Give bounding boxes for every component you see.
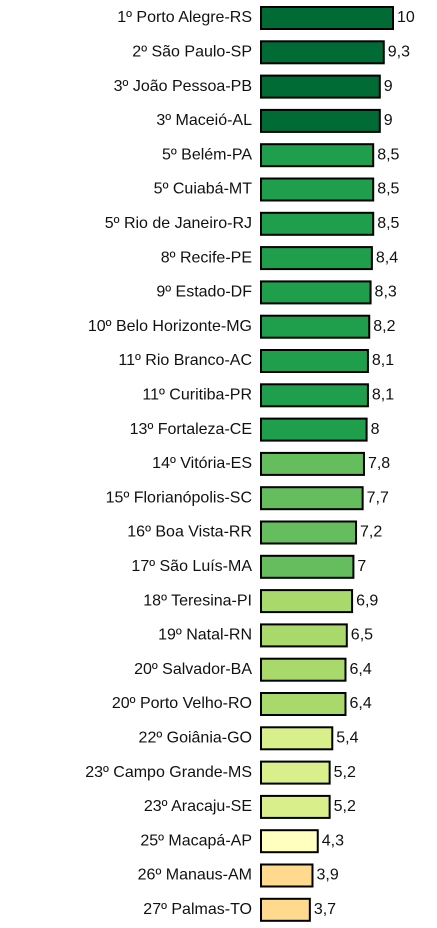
category-label: 25º Macapá-AP: [140, 832, 252, 849]
category-label: 3º Maceió-AL: [156, 112, 252, 129]
bar: [260, 280, 372, 305]
category-label: 20º Porto Velho-RO: [112, 695, 252, 712]
value-label: 3,9: [316, 867, 338, 884]
category-label: 2º São Paulo-SP: [132, 44, 252, 61]
bar: [260, 657, 347, 682]
bar: [260, 829, 319, 854]
value-label: 7,2: [360, 524, 382, 541]
value-label: 8,5: [377, 181, 399, 198]
category-label: 5º Rio de Janeiro-RJ: [105, 215, 252, 232]
category-label: 19º Natal-RN: [158, 627, 252, 644]
bar: [260, 623, 348, 648]
value-label: 10: [397, 9, 415, 26]
category-label: 3º João Pessoa-PB: [114, 78, 252, 95]
category-label: 27º Palmas-TO: [143, 901, 252, 918]
category-label: 18º Teresina-PI: [143, 592, 252, 609]
category-label: 15º Florianópolis-SC: [106, 489, 252, 506]
bar: [260, 349, 369, 373]
bar: [260, 760, 331, 785]
value-label: 3,7: [314, 901, 336, 918]
bar: [260, 211, 375, 236]
bar: [260, 520, 358, 545]
value-label: 9: [384, 78, 393, 95]
bar: [260, 554, 355, 579]
category-label: 23º Campo Grande-MS: [85, 764, 252, 781]
value-label: 8,4: [376, 249, 398, 266]
value-label: 8,3: [375, 284, 397, 301]
value-label: 4,3: [322, 832, 344, 849]
bar: [260, 897, 311, 922]
value-label: 7,8: [368, 455, 390, 472]
value-label: 6,9: [356, 592, 378, 609]
bar: [260, 246, 373, 271]
category-label: 20º Salvador-BA: [134, 661, 252, 678]
value-label: 9: [384, 112, 393, 129]
value-label: 5,4: [336, 730, 358, 747]
category-label: 14º Vitória-ES: [152, 455, 252, 472]
bar: [260, 143, 375, 168]
category-label: 26º Manaus-AM: [138, 867, 252, 884]
value-label: 5,2: [334, 764, 356, 781]
bar: [260, 383, 369, 408]
bar: [260, 108, 381, 133]
bar: [260, 486, 364, 511]
category-label: 5º Cuiabá-MT: [154, 181, 253, 198]
value-label: 8,5: [377, 146, 399, 163]
category-label: 5º Belém-PA: [162, 146, 252, 163]
bar: [260, 451, 365, 476]
value-label: 8,5: [377, 215, 399, 232]
bar: [260, 589, 354, 614]
category-label: 11º Curitiba-PR: [142, 387, 252, 404]
value-label: 7: [357, 558, 366, 575]
value-label: 7,7: [367, 489, 389, 506]
value-label: 6,4: [349, 695, 371, 712]
value-label: 8,1: [372, 352, 394, 369]
value-label: 5,2: [334, 798, 356, 815]
category-label: 11º Rio Branco-AC: [118, 352, 252, 369]
category-label: 17º São Luís-MA: [131, 558, 252, 575]
category-label: 23º Aracaju-SE: [144, 798, 252, 815]
value-label: 6,4: [349, 661, 371, 678]
bar: [260, 6, 394, 30]
category-label: 22º Goiânia-GO: [139, 730, 252, 747]
bar: [260, 863, 314, 888]
value-label: 9,3: [388, 44, 410, 61]
category-label: 16º Boa Vista-RR: [127, 524, 252, 541]
bar: [260, 177, 375, 202]
bar: [260, 40, 385, 65]
category-label: 9º Estado-DF: [156, 284, 252, 301]
category-label: 13º Fortaleza-CE: [130, 421, 252, 438]
value-label: 8: [371, 421, 380, 438]
bar: [260, 692, 347, 716]
value-label: 8,2: [373, 318, 395, 335]
bar: [260, 726, 334, 751]
value-label: 6,5: [351, 627, 373, 644]
category-label: 1º Porto Alegre-RS: [117, 9, 252, 26]
bar: [260, 74, 381, 99]
bar: [260, 417, 368, 442]
category-label: 8º Recife-PE: [161, 249, 252, 266]
category-label: 10º Belo Horizonte-MG: [88, 318, 252, 335]
bar: [260, 794, 331, 819]
bar: [260, 314, 371, 339]
value-label: 8,1: [372, 387, 394, 404]
